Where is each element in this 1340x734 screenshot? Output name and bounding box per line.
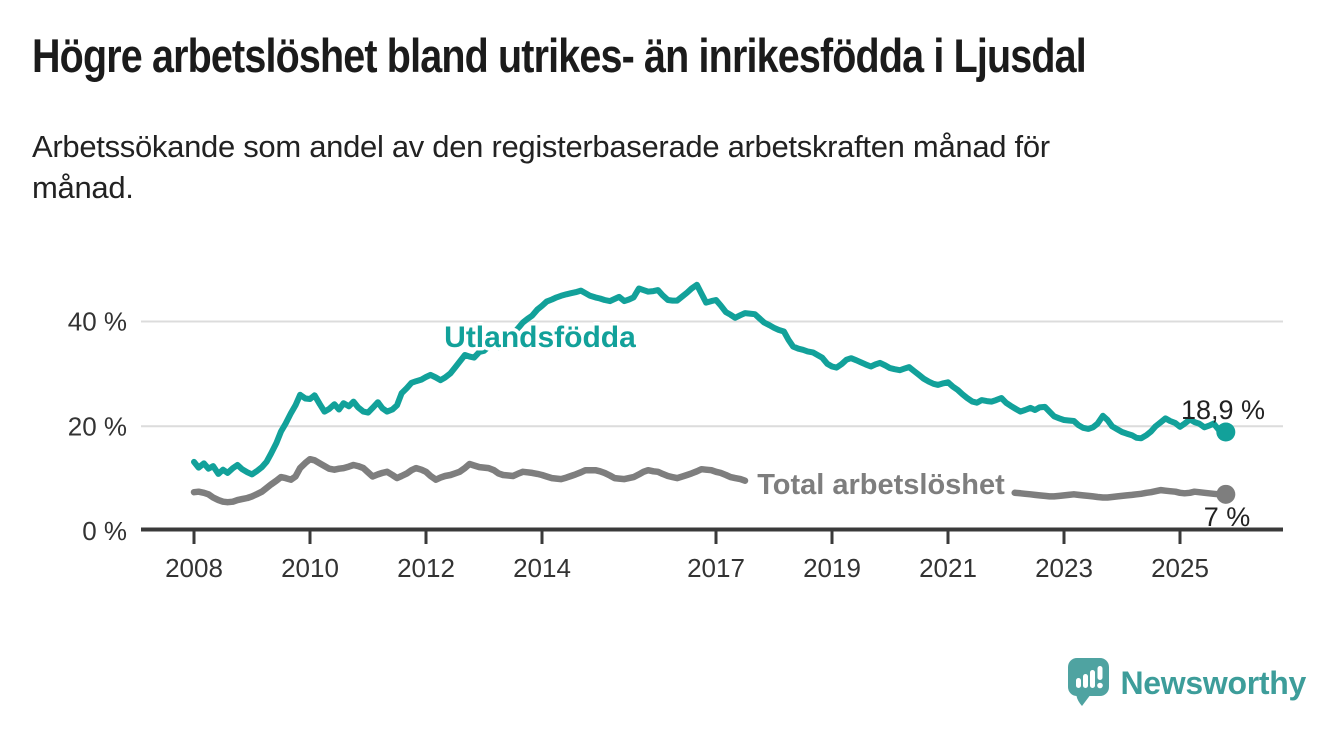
utlandsfodda-line-end-value-label: 18,9 % (1181, 395, 1265, 425)
x-tick-label: 2019 (803, 553, 861, 583)
total-arbetsloshet-line (190, 455, 749, 506)
x-tick-label: 2008 (165, 553, 223, 583)
newsworthy-logo-icon (1067, 658, 1109, 706)
page-title: Högre arbetslöshet bland utrikes- än inr… (32, 29, 1087, 82)
y-tick-label: 20 % (68, 411, 127, 441)
x-tick-label: 2010 (281, 553, 339, 583)
x-tick-label: 2017 (687, 553, 745, 583)
total-arbetsloshet-line (1011, 486, 1230, 501)
x-tick-label: 2023 (1035, 553, 1093, 583)
utlandsfodda-line (191, 281, 1229, 478)
x-tick-label: 2025 (1151, 553, 1209, 583)
newsworthy-logo: Newsworthy (1067, 658, 1307, 708)
x-tick-label: 2014 (513, 553, 571, 583)
y-tick-label: 0 % (82, 516, 127, 546)
x-tick-label: 2021 (919, 553, 977, 583)
utlandsfodda-series-label: Utlandsfödda (444, 321, 636, 354)
newsworthy-wordmark: Newsworthy (1120, 664, 1307, 701)
page-subtitle: Arbetssökande som andel av den registerb… (32, 129, 1050, 205)
total-arbetsloshet-line-end-value-label: 7 % (1204, 502, 1251, 532)
utlandsfodda-line-end-dot (1216, 422, 1236, 442)
y-tick-label: 40 % (68, 307, 127, 337)
total-arbetsloshet-series-label: Total arbetslöshet (757, 469, 1005, 501)
x-tick-label: 2012 (397, 553, 455, 583)
total-arbetsloshet-line-end-dot (1216, 484, 1236, 504)
